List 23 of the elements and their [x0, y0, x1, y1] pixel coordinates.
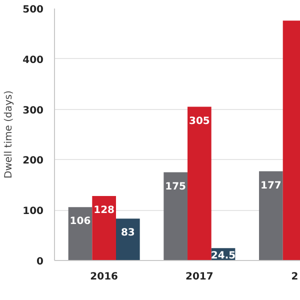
x-tick-label: 2017	[186, 272, 214, 282]
data-label: 83	[120, 228, 135, 239]
data-label: 24.5	[210, 250, 236, 262]
y-tick-label: 300	[22, 105, 44, 116]
y-tick-label: 200	[22, 156, 44, 167]
y-tick-label: 400	[22, 54, 44, 66]
y-axis-title: Dwell time (days)	[4, 90, 15, 178]
x-tick-label: 2016	[90, 272, 118, 282]
bar	[259, 171, 283, 260]
bar	[116, 218, 140, 260]
x-tick-label: 2	[291, 272, 298, 282]
bar	[92, 196, 116, 260]
data-label: 305	[188, 116, 210, 127]
data-label: 175	[165, 181, 186, 192]
bar	[164, 172, 188, 260]
y-tick-label: 0	[36, 256, 44, 268]
data-label: 177	[260, 180, 282, 192]
y-tick-label: 100	[22, 206, 44, 218]
data-label: 128	[94, 204, 115, 216]
bar	[68, 207, 92, 260]
bar	[188, 106, 212, 260]
y-tick-label: 500	[22, 4, 44, 16]
data-label: 106	[70, 216, 91, 228]
